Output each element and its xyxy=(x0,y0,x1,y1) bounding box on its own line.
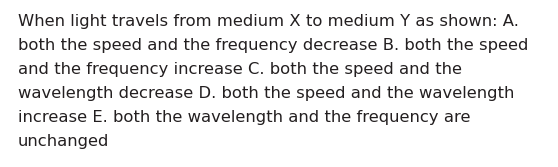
Text: increase E. both the wavelength and the frequency are: increase E. both the wavelength and the … xyxy=(18,110,470,125)
Text: When light travels from medium X to medium Y as shown: A.: When light travels from medium X to medi… xyxy=(18,14,519,29)
Text: unchanged: unchanged xyxy=(18,134,109,149)
Text: wavelength decrease D. both the speed and the wavelength: wavelength decrease D. both the speed an… xyxy=(18,86,514,101)
Text: both the speed and the frequency decrease B. both the speed: both the speed and the frequency decreas… xyxy=(18,38,528,53)
Text: and the frequency increase C. both the speed and the: and the frequency increase C. both the s… xyxy=(18,62,462,77)
